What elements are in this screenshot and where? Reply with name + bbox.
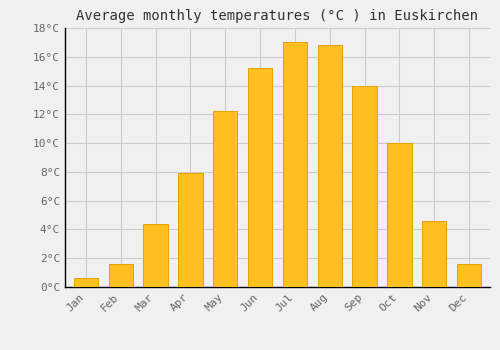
Bar <box>387 143 411 287</box>
Bar <box>248 68 272 287</box>
Bar <box>108 264 133 287</box>
Bar <box>74 278 98 287</box>
Bar <box>282 42 307 287</box>
Bar <box>213 111 238 287</box>
Title: Average monthly temperatures (°C ) in Euskirchen: Average monthly temperatures (°C ) in Eu… <box>76 9 478 23</box>
Bar <box>318 45 342 287</box>
Bar <box>352 85 377 287</box>
Bar <box>422 221 446 287</box>
Bar <box>178 173 203 287</box>
Bar <box>457 264 481 287</box>
Bar <box>144 224 168 287</box>
